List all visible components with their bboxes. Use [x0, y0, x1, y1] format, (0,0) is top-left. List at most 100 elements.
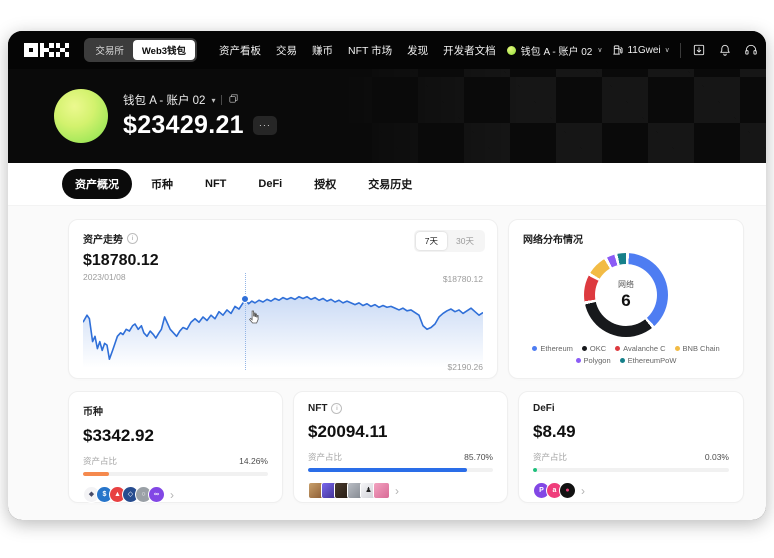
chevron-down-icon: ∨	[664, 47, 670, 54]
wallet-name[interactable]: 钱包 A - 账户 02	[123, 95, 206, 107]
ratio-percent: 85.70%	[464, 452, 493, 462]
nav-link[interactable]: 开发者文档	[443, 44, 496, 57]
legend-dot-icon	[581, 346, 587, 351]
asset-trend-title: 资产走势	[83, 235, 123, 246]
network-card-title: 网络分布情况	[523, 235, 583, 246]
info-icon[interactable]: i	[127, 233, 138, 244]
legend-item-Polygon: Polygon	[575, 356, 611, 365]
polygon-token-icon: ∞	[148, 486, 165, 503]
chart-max-label: $18780.12	[442, 274, 483, 284]
asset-trend-chart[interactable]: $18780.12 $2190.26	[83, 273, 483, 372]
nav-divider	[679, 42, 681, 58]
tab-授权[interactable]: 授权	[314, 179, 337, 191]
hand-cursor-icon	[248, 310, 260, 329]
nft-summary-card: NFT i $20094.11 资产占比 85.70% ♟ ›	[293, 391, 508, 503]
section-tabs: 资产概况 币种 NFT DeFi 授权 交易历史	[8, 163, 766, 206]
more-actions-button[interactable]: ···	[252, 116, 277, 135]
legend-dot-icon	[619, 358, 625, 363]
card-value: $8.49	[533, 422, 576, 441]
card-title: 币种	[83, 407, 103, 418]
dashboard-content: 资产走势 i 7天 30天 $18780.12 2023/01/08 $18780…	[8, 206, 766, 520]
asset-chips: ♟ ›	[308, 482, 493, 499]
wallet-header: 钱包 A - 账户 02 ▾ $23429.21 ···	[8, 69, 766, 163]
divider	[221, 95, 223, 105]
toggle-web3-wallet[interactable]: Web3钱包	[132, 40, 196, 60]
nft-thumbnail	[373, 482, 390, 499]
ratio-progress-fill	[533, 468, 537, 472]
info-icon[interactable]: i	[331, 403, 343, 414]
ratio-progress-bar	[533, 468, 729, 472]
nav-right: 钱包 A - 账户 02 ∨ 11Gwei ∨	[506, 42, 766, 58]
trend-current-date: 2023/01/08	[83, 272, 126, 282]
tab-DeFi[interactable]: DeFi	[258, 178, 283, 190]
nav-link[interactable]: 资产看板	[219, 44, 262, 57]
ratio-progress-bar	[308, 468, 493, 472]
network-donut-chart: 网络 6	[584, 253, 668, 337]
expand-chevron-icon[interactable]: ›	[395, 483, 399, 498]
donut-center-value: 6	[621, 291, 631, 310]
card-value: $3342.92	[83, 426, 154, 445]
gas-price-selector[interactable]: 11Gwei ∨	[612, 44, 670, 56]
legend-item-Ethereum: Ethereum	[532, 344, 573, 353]
nav-link[interactable]: NFT 市场	[348, 44, 393, 57]
wallet-avatar	[54, 89, 108, 143]
nav-link[interactable]: 发现	[407, 44, 429, 57]
range-toggle: 7天 30天	[413, 230, 485, 252]
expand-chevron-icon[interactable]: ›	[170, 487, 174, 502]
account-label: 钱包 A - 账户 02	[520, 46, 593, 58]
ratio-progress-fill	[83, 472, 110, 476]
chart-min-label: $2190.26	[447, 362, 483, 372]
account-avatar-dot	[506, 45, 516, 55]
account-selector[interactable]: 钱包 A - 账户 02 ∨	[506, 43, 602, 58]
tab-交易历史[interactable]: 交易历史	[368, 179, 413, 191]
expand-chevron-icon[interactable]: ›	[581, 483, 585, 498]
card-title: NFT	[308, 403, 328, 414]
avax-token-icon: ▲	[109, 486, 126, 503]
chart-crosshair	[245, 273, 247, 370]
network-legend: Ethereum OKC Avalanche C BNB Chain Polygon Et…	[523, 344, 729, 365]
nav-link[interactable]: 赚币	[312, 44, 334, 57]
ratio-label: 资产占比	[308, 452, 343, 462]
trend-line	[83, 280, 483, 368]
defi-protocol-icon: ●	[559, 482, 576, 499]
ratio-progress-bar	[83, 472, 268, 476]
tab-币种[interactable]: 币种	[151, 179, 173, 191]
legend-item-BNB Chain: BNB Chain	[674, 344, 720, 353]
nav-link[interactable]: 交易	[276, 44, 298, 57]
exchange-wallet-toggle: 交易所 Web3钱包	[84, 38, 198, 62]
bell-icon[interactable]	[717, 42, 733, 58]
copy-address-icon[interactable]	[228, 93, 239, 107]
ratio-label: 资产占比	[533, 452, 568, 462]
legend-item-EthereumPoW: EthereumPoW	[619, 356, 676, 365]
trend-current-value: $18780.12	[83, 252, 159, 269]
ratio-percent: 14.26%	[239, 456, 268, 466]
ratio-percent: 0.03%	[704, 452, 729, 462]
card-title: DeFi	[533, 403, 555, 414]
range-button-30天[interactable]: 30天	[456, 236, 474, 246]
network-distribution-card: 网络分布情况 网络 6 Ethereum OKC Avalanche C BNB Ch…	[508, 219, 744, 379]
range-button-7天[interactable]: 7天	[415, 232, 448, 250]
card-value: $20094.11	[308, 422, 388, 441]
legend-dot-icon	[615, 346, 621, 351]
chevron-down-icon[interactable]: ▾	[211, 95, 216, 105]
tab-资产概况[interactable]: 资产概况	[62, 169, 132, 199]
legend-row: Ethereum OKC Avalanche C BNB Chain	[532, 344, 720, 353]
legend-dot-icon	[674, 346, 680, 351]
tab-NFT[interactable]: NFT	[205, 178, 227, 190]
coins-summary-card: 币种 $3342.92 资产占比 14.26% ◆ $ ▲ ◇ ○ ∞ ›	[68, 391, 283, 503]
legend-dot-icon	[575, 358, 581, 363]
nav-menu: 资产看板 交易 赚币 NFT 市场 发现 开发者文档	[219, 43, 496, 58]
download-icon[interactable]	[691, 42, 707, 58]
toggle-exchange[interactable]: 交易所	[95, 46, 124, 57]
chart-point-marker	[241, 295, 250, 304]
legend-dot-icon	[532, 346, 538, 351]
asset-trend-card: 资产走势 i 7天 30天 $18780.12 2023/01/08 $18780…	[68, 219, 498, 379]
top-nav: 交易所 Web3钱包 资产看板 交易 赚币 NFT 市场 发现 开发者文档 钱包 A - …	[8, 31, 766, 69]
headset-icon[interactable]	[743, 42, 759, 58]
gas-price-label: 11Gwei	[627, 44, 661, 56]
token-icon: ○	[135, 486, 152, 503]
okx-logo-icon[interactable]	[24, 43, 70, 57]
ratio-progress-fill	[308, 468, 467, 472]
